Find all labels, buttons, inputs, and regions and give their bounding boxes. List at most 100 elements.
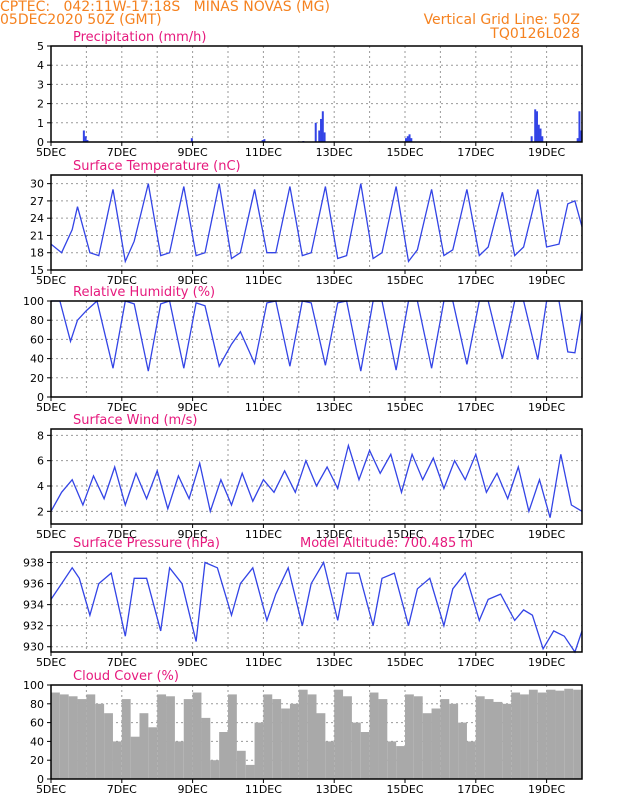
x-tick-label: 9DEC <box>178 401 208 414</box>
panel-title: Surface Pressure (hPa) <box>73 536 220 551</box>
cloud-bar <box>511 692 521 779</box>
cloud-bar <box>413 696 423 779</box>
cloud-bar <box>520 694 529 779</box>
y-tick-label: 5 <box>37 40 44 53</box>
cloud-bar <box>493 701 503 779</box>
x-tick-label: 15DEC <box>386 783 423 796</box>
x-tick-label: 9DEC <box>178 274 208 287</box>
y-tick-label: 934 <box>23 599 44 612</box>
y-tick-label: 2 <box>37 98 44 111</box>
cloud-bar <box>405 694 414 779</box>
cloud-bar <box>289 703 299 779</box>
panel-frame <box>50 174 583 271</box>
cloud-bar <box>555 690 565 779</box>
x-tick-label: 11DEC <box>245 274 282 287</box>
precip-bar <box>321 111 324 142</box>
precip-bar <box>405 138 407 142</box>
x-tick-label: 9DEC <box>178 528 208 541</box>
x-tick-label: 11DEC <box>245 783 282 796</box>
x-tick-label: 19DEC <box>528 274 565 287</box>
cloud-bar <box>458 722 467 779</box>
cloud-bar <box>245 764 255 779</box>
x-tick-label: 13DEC <box>316 146 353 159</box>
x-tick-label: 9DEC <box>178 656 208 669</box>
cloud-bar <box>316 713 326 779</box>
y-tick-label: 3 <box>37 78 44 91</box>
series-line <box>51 299 583 372</box>
precip-bar <box>576 138 579 142</box>
cloud-bar <box>396 746 405 779</box>
cloud-bar <box>51 692 60 779</box>
cloud-bar <box>157 694 167 779</box>
x-tick-label: 13DEC <box>316 528 353 541</box>
x-tick-label: 13DEC <box>316 401 353 414</box>
cloud-bar <box>68 696 78 779</box>
cloud-bar <box>431 708 441 779</box>
y-tick-label: 1 <box>37 117 44 130</box>
run-date: 05DEC2020 50Z (GMT) <box>0 12 162 28</box>
panel-frame <box>50 428 583 525</box>
y-tick-label: 8 <box>37 429 44 442</box>
x-tick-label: 19DEC <box>528 401 565 414</box>
cloud-bar <box>183 699 193 779</box>
cloud-bar <box>77 699 87 779</box>
x-tick-label: 7DEC <box>107 783 137 796</box>
cloud-bar <box>281 708 290 779</box>
x-tick-label: 11DEC <box>245 146 282 159</box>
x-tick-label: 15DEC <box>386 656 423 669</box>
panel-title: Relative Humidity (%) <box>73 285 215 300</box>
cloud-bar <box>219 732 228 779</box>
x-tick-label: 7DEC <box>107 528 137 541</box>
precip-bar <box>82 130 85 142</box>
y-tick-label: 100 <box>23 679 44 692</box>
y-tick-label: 40 <box>30 735 44 748</box>
precip-bar <box>534 109 537 142</box>
y-tick-label: 27 <box>30 195 44 208</box>
precip-bar <box>539 128 542 142</box>
x-tick-label: 17DEC <box>457 146 494 159</box>
x-tick-label: 5DEC <box>36 783 66 796</box>
y-tick-label: 40 <box>30 353 44 366</box>
cloud-bar <box>475 696 485 779</box>
y-tick-label: 0 <box>37 773 44 786</box>
y-tick-label: 4 <box>37 59 44 72</box>
cloud-bar <box>112 741 122 779</box>
x-tick-label: 9DEC <box>178 146 208 159</box>
x-tick-label: 13DEC <box>316 656 353 669</box>
precip-bar <box>190 138 193 142</box>
cloud-bar <box>307 694 317 779</box>
panel-title: Surface Wind (m/s) <box>73 413 197 428</box>
cloud-bar <box>228 694 237 779</box>
y-tick-label: 6 <box>37 455 44 468</box>
y-tick-label: 20 <box>30 372 44 385</box>
cloud-bar <box>440 699 450 779</box>
panel-title: Precipitation (mm/h) <box>73 30 206 45</box>
cloud-bar <box>449 703 459 779</box>
y-tick-label: 2 <box>37 505 44 518</box>
x-tick-label: 17DEC <box>457 656 494 669</box>
cloud-bar <box>378 699 388 779</box>
precip-bar <box>410 138 413 142</box>
precip-bar <box>320 118 323 142</box>
model-code: TQ0126L028 <box>490 26 580 42</box>
cloud-bar <box>86 694 96 779</box>
x-tick-label: 17DEC <box>457 274 494 287</box>
cloud-bar <box>573 689 582 779</box>
y-tick-label: 18 <box>30 247 44 260</box>
cloud-bar <box>201 717 211 779</box>
y-tick-label: 21 <box>30 229 44 242</box>
x-tick-label: 13DEC <box>316 783 353 796</box>
x-tick-label: 13DEC <box>316 274 353 287</box>
cloud-bar <box>148 727 158 779</box>
precip-bar <box>580 130 583 142</box>
cloud-bar <box>298 689 308 779</box>
cloud-bar <box>369 692 379 779</box>
precip-bar <box>578 111 581 142</box>
cloud-bar <box>484 699 494 779</box>
series-line <box>50 443 583 518</box>
y-tick-label: 100 <box>23 295 44 308</box>
cloud-bar <box>360 732 370 779</box>
cloud-bar <box>343 696 352 779</box>
model-altitude: Model Altitude: 700.485 m <box>300 536 473 551</box>
precip-bar <box>314 122 317 142</box>
